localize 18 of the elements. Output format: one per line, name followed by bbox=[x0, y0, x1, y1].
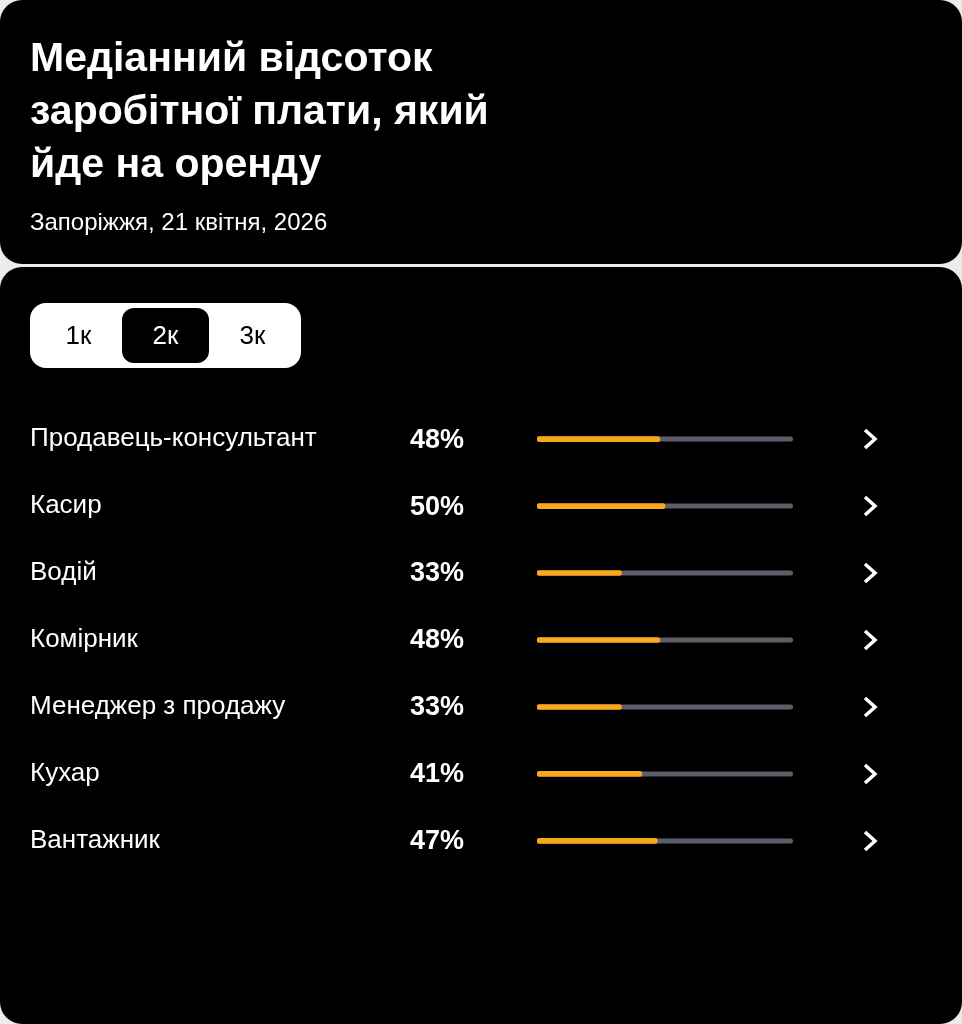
data-label: 47% bbox=[410, 825, 465, 856]
text: Запоріжжя, 21 квітня, 2026 bbox=[30, 208, 328, 236]
text: 1к bbox=[64, 319, 93, 352]
y-tick-label: Продавець-консультант bbox=[30, 422, 317, 453]
y-tick-label: Касир bbox=[30, 489, 102, 520]
data-label: 33% bbox=[410, 691, 465, 722]
data-label: 48% bbox=[410, 624, 465, 655]
y-tick-label: Водій bbox=[30, 556, 97, 587]
data-label: 50% bbox=[410, 490, 465, 521]
y-tick-label: Комірник bbox=[30, 623, 139, 654]
data-label: 41% bbox=[410, 758, 465, 789]
y-tick-label: Менеджер з продажу bbox=[30, 690, 286, 721]
data-label: 48% bbox=[410, 423, 465, 454]
y-tick-label: Кухар bbox=[30, 757, 100, 788]
chart-title: Медіанний відсоток заробітної плати, який йде на оренду bbox=[30, 33, 490, 188]
data-label: 33% bbox=[410, 557, 465, 588]
y-tick-label: Вантажник bbox=[30, 824, 161, 855]
text: 3к bbox=[238, 319, 267, 352]
